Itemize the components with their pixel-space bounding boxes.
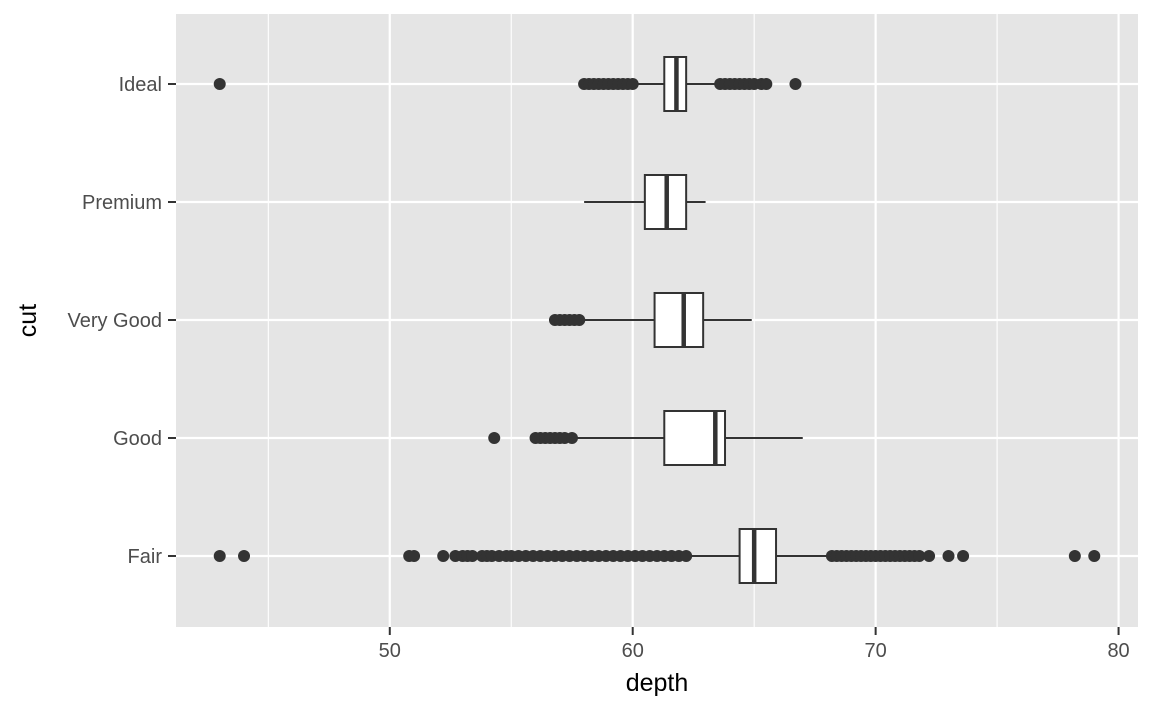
x-tick-label: 50	[379, 640, 401, 662]
y-tick-label: Premium	[82, 192, 162, 214]
y-axis: Ideal Premium Very Good Good Fair	[67, 74, 176, 568]
y-tick-label: Very Good	[67, 310, 162, 332]
x-tick-label: 80	[1107, 640, 1129, 662]
y-tick-label: Fair	[128, 546, 163, 568]
outlier-point	[626, 78, 639, 90]
x-axis-title: depth	[626, 669, 689, 697]
outlier-point	[957, 550, 970, 562]
outlier-point	[680, 550, 693, 562]
outlier-point	[760, 78, 773, 90]
box-premium	[584, 174, 706, 230]
box-ideal	[213, 56, 802, 112]
box-fair	[213, 528, 1101, 584]
outlier-point	[466, 550, 479, 562]
y-tick-label: Good	[113, 428, 162, 450]
outlier-point	[565, 432, 578, 444]
outlier-point	[408, 550, 421, 562]
outlier-point	[942, 550, 955, 562]
outlier-point	[437, 550, 450, 562]
outlier-point	[573, 314, 586, 326]
x-axis: 50 60 70 80	[379, 627, 1130, 662]
x-tick-label: 70	[865, 640, 887, 662]
box-very-good	[548, 292, 752, 348]
outlier-point	[488, 432, 501, 444]
outlier-point	[1068, 550, 1081, 562]
y-tick-label: Ideal	[119, 74, 162, 96]
outlier-point	[238, 550, 251, 562]
x-tick-label: 60	[622, 640, 644, 662]
box-series	[213, 56, 1101, 584]
outlier-point	[213, 78, 226, 90]
box-good	[488, 410, 803, 466]
box-iqr	[738, 528, 778, 584]
box-iqr	[653, 292, 705, 348]
outlier-point	[1088, 550, 1101, 562]
outlier-point	[913, 550, 926, 562]
outlier-point	[923, 550, 936, 562]
outlier-point	[213, 550, 226, 562]
outlier-point	[789, 78, 802, 90]
y-axis-title: cut	[14, 304, 42, 337]
